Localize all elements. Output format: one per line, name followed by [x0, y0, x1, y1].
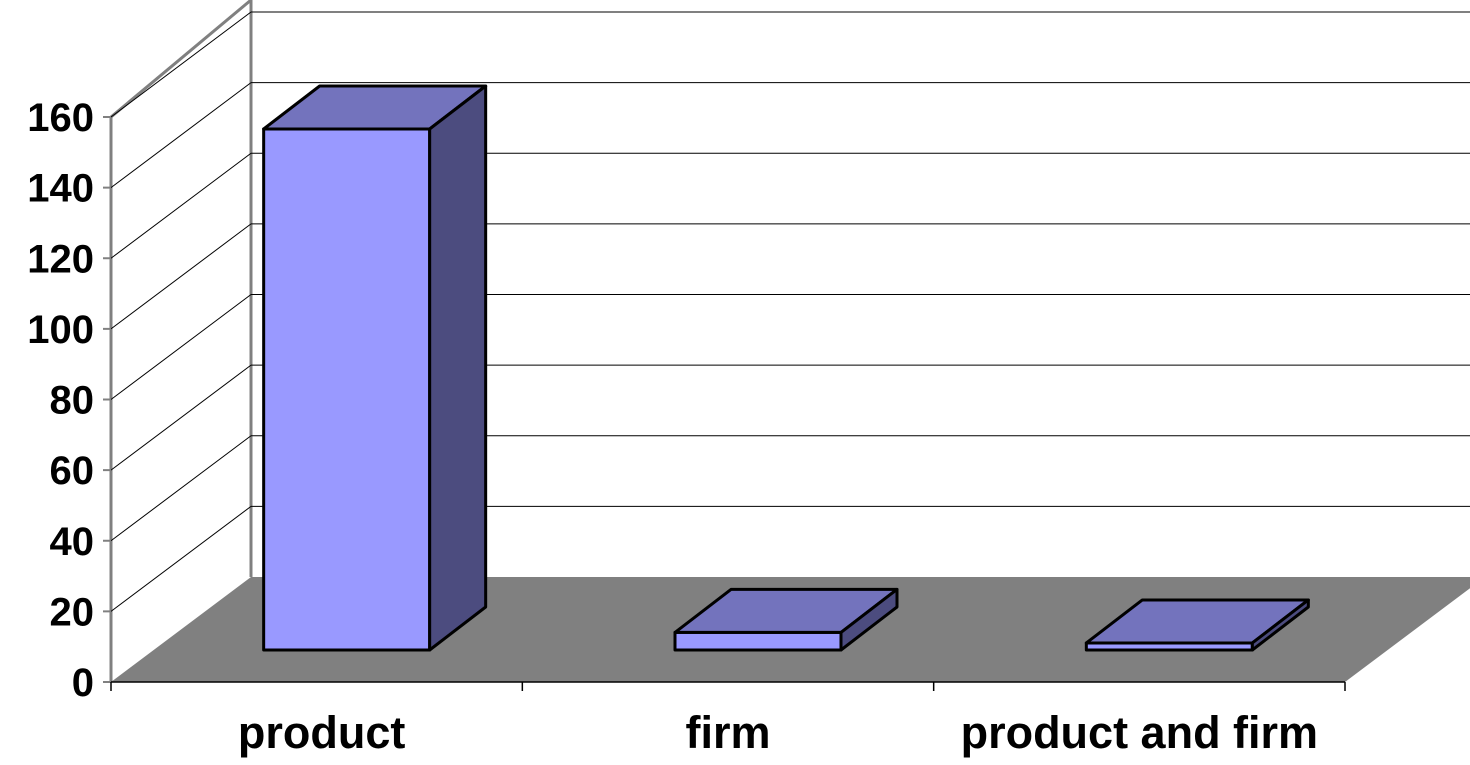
- bar-firm: [673, 587, 899, 652]
- bar-product: [262, 84, 488, 652]
- y-tick-label-40: 40: [50, 520, 95, 564]
- x-tick-label-firm: firm: [685, 707, 770, 758]
- y-tick-label-0: 0: [72, 661, 94, 705]
- chart-walls: [109, 0, 253, 682]
- bar-side-face: [428, 84, 488, 652]
- bar-front-face: [673, 630, 843, 652]
- x-axis-tick-labels: product firm product and firm: [238, 707, 1318, 758]
- y-tick-label-80: 80: [50, 379, 95, 423]
- y-tick-label-20: 20: [50, 590, 95, 634]
- y-tick-label-60: 60: [50, 449, 95, 493]
- gridline-side-20: [110, 505, 252, 612]
- gridline-side-80: [110, 294, 252, 400]
- bar-side-face: [839, 587, 899, 652]
- gridline-side-120: [110, 152, 252, 259]
- bar-side-face: [1250, 598, 1310, 652]
- y-axis-tick-labels: 0 20 40 60 80 100 120 140 160: [27, 96, 94, 705]
- gridline-side-100: [110, 223, 252, 330]
- bars: [262, 84, 1310, 652]
- y-tick-label-160: 160: [27, 96, 94, 140]
- gridline-side-140: [110, 82, 252, 189]
- y-tick-label-100: 100: [27, 308, 94, 352]
- gridline-side-40: [110, 435, 252, 542]
- y-tick-label-120: 120: [27, 237, 94, 281]
- x-tick-label-product: product: [238, 707, 405, 758]
- bar-front-face: [262, 127, 432, 652]
- gridline-side-160: [110, 11, 252, 118]
- y-tick-label-140: 140: [27, 167, 94, 211]
- side-wall-top-edge: [110, 0, 252, 119]
- axes: [103, 116, 1346, 691]
- x-tick-label-product-and-firm: product and firm: [961, 707, 1319, 758]
- gridline-side-60: [110, 364, 252, 471]
- bar-product-and-firm: [1084, 598, 1310, 652]
